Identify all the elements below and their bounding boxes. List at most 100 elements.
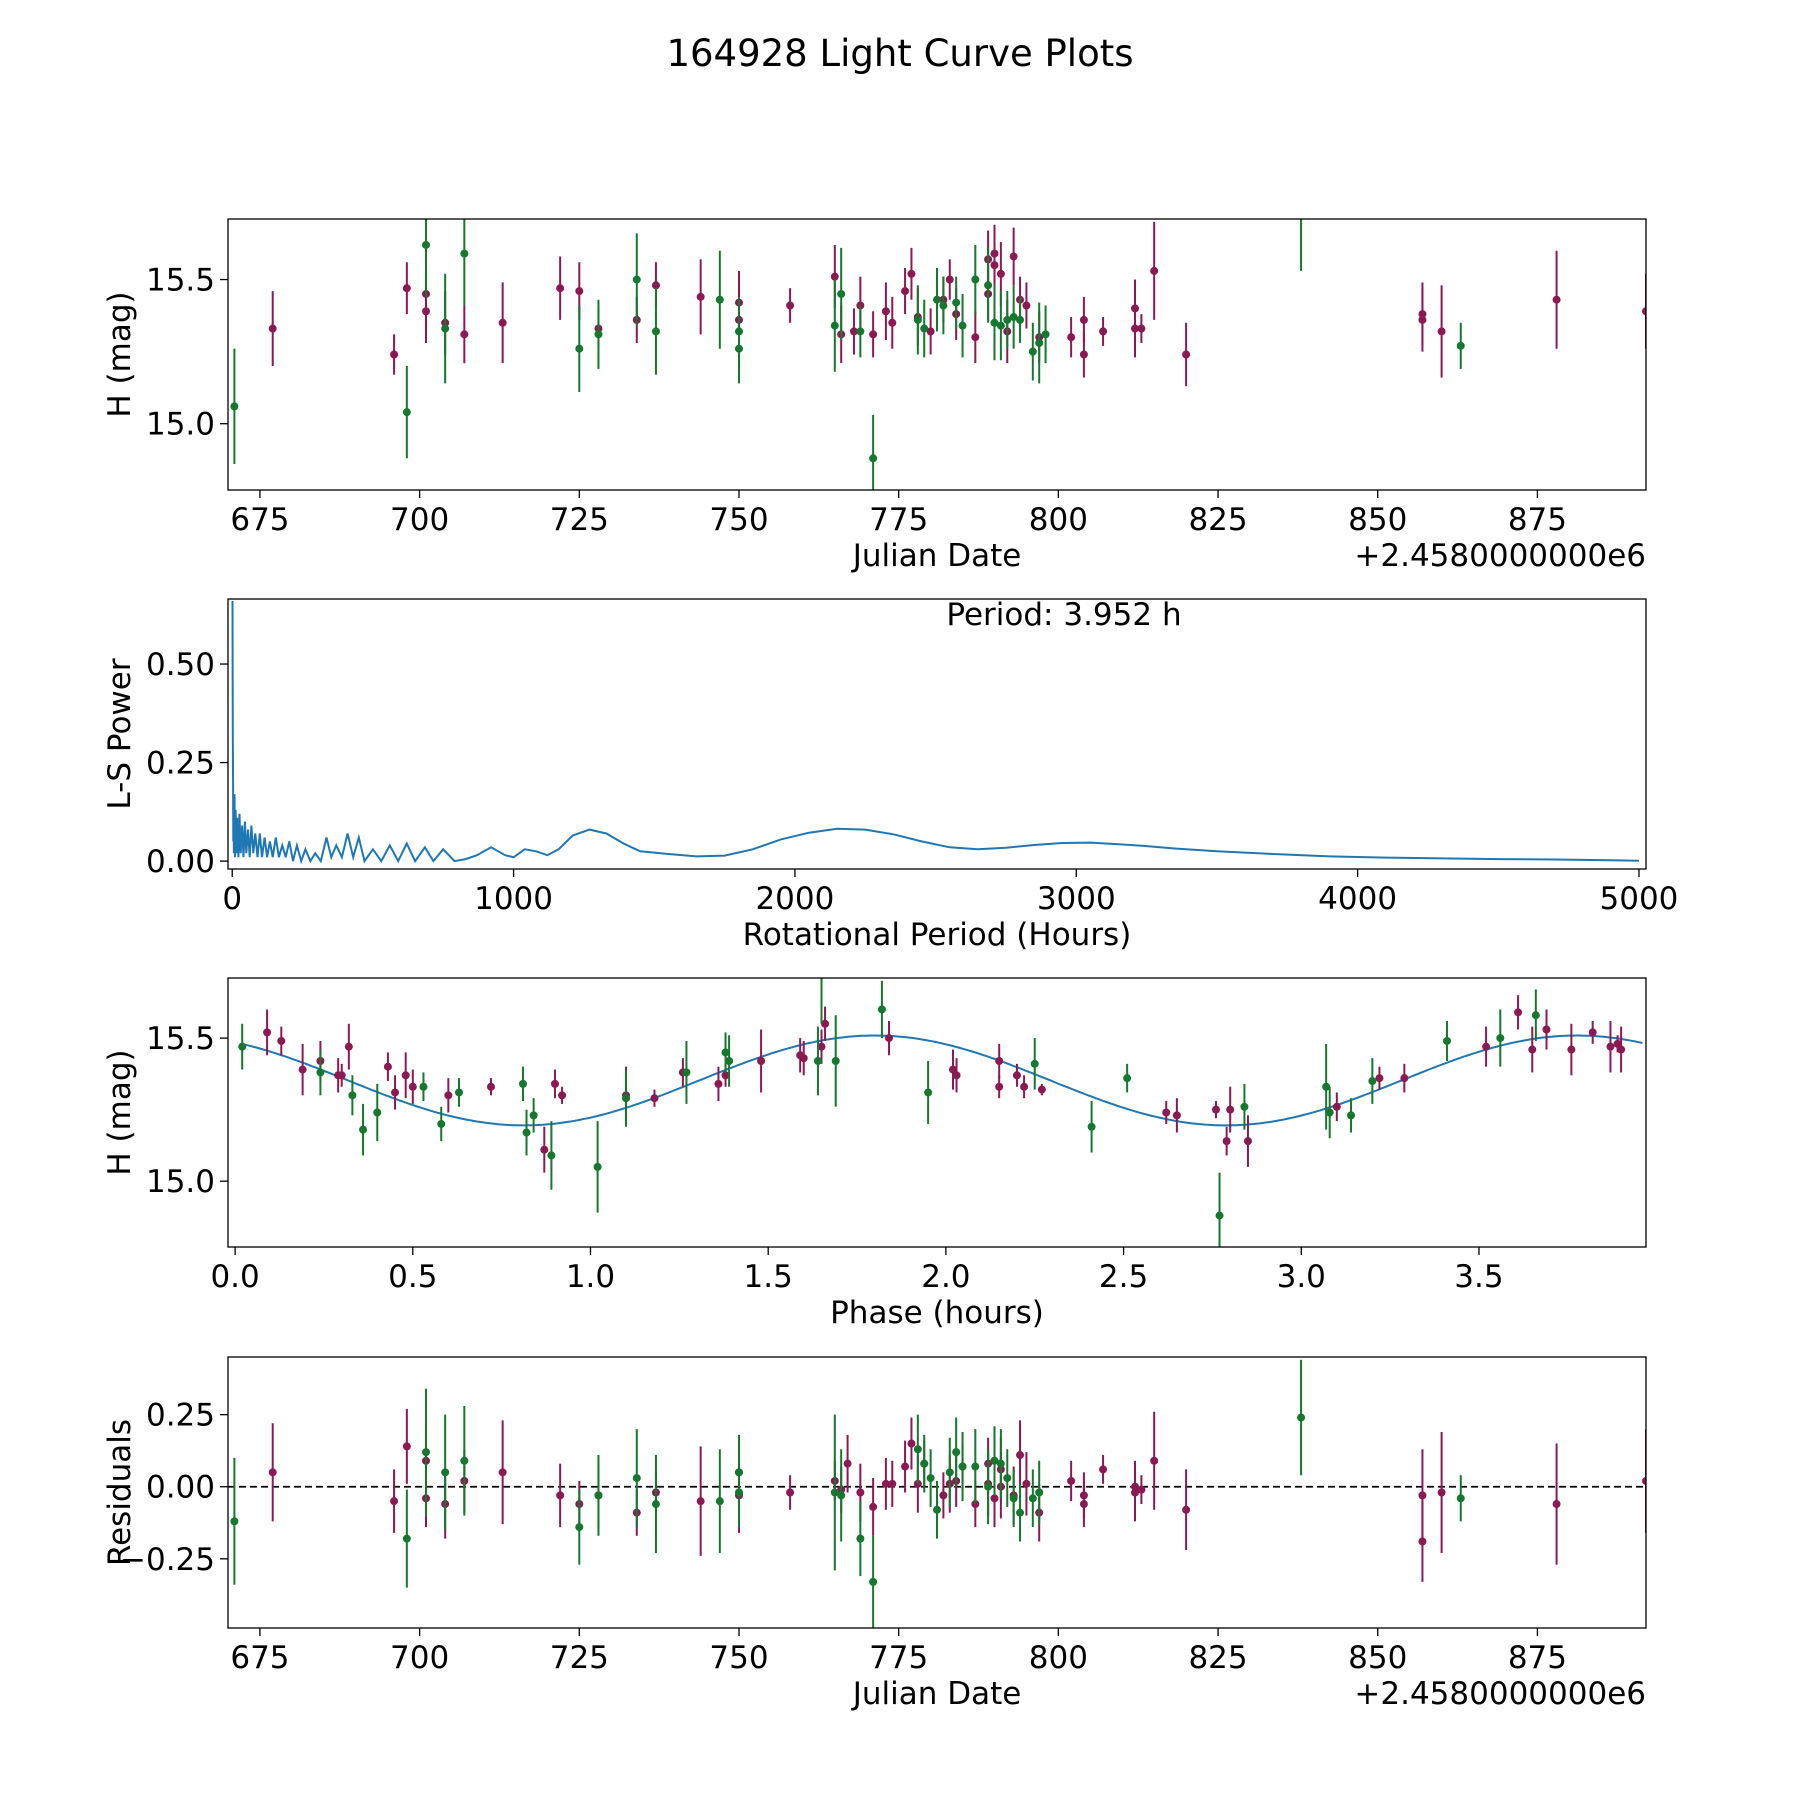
residuals-point-red (1437, 1431, 1446, 1554)
lightcurve-point-red (786, 288, 795, 323)
lightcurve-marker (460, 330, 469, 339)
phased-marker (1442, 1036, 1451, 1045)
residuals-point-red (869, 1478, 878, 1536)
residuals-marker (402, 1534, 411, 1543)
phased-point-green (1322, 1043, 1331, 1130)
residuals-marker (830, 1488, 839, 1497)
phased-frame (227, 977, 1647, 1248)
phased-xtick-label: 2.0 (921, 1259, 970, 1295)
phased-marker (344, 1042, 353, 1051)
phased-marker (1567, 1045, 1576, 1054)
phased-point-red (1020, 1075, 1029, 1099)
residuals-marker (856, 1488, 865, 1497)
phased-ytick-label: 15.5 (146, 1021, 215, 1057)
phased-marker (682, 1068, 691, 1077)
phased-point-green (1496, 1009, 1505, 1067)
residuals-point-green (715, 1449, 724, 1554)
lightcurve-point-red (971, 311, 980, 364)
lightcurve-marker (1067, 333, 1076, 342)
lightcurve-marker (1009, 252, 1018, 261)
phased-point-red (757, 1029, 766, 1093)
residuals-marker (1437, 1488, 1446, 1497)
residuals-marker (939, 1491, 948, 1500)
phased-point-red (486, 1078, 495, 1096)
residuals-point-red (881, 1457, 890, 1510)
lightcurve-point-red (460, 305, 469, 364)
lightcurve-marker (856, 327, 865, 336)
residuals-point-red (843, 1434, 852, 1493)
residuals-marker (402, 1442, 411, 1451)
lightcurve-point-green (1009, 285, 1018, 349)
phased-marker (622, 1094, 631, 1103)
residuals-point-green (734, 1457, 743, 1528)
residuals-xtick-label: 800 (1029, 1640, 1088, 1676)
lightcurve-point-red (907, 247, 916, 300)
lightcurve-point-green (958, 293, 967, 358)
phased-marker (714, 1079, 723, 1088)
phased-marker (813, 1056, 822, 1065)
phased-xtick-label: 3.5 (1454, 1259, 1503, 1295)
phased-marker (1172, 1111, 1181, 1120)
figure-title: 164928 Light Curve Plots (666, 32, 1133, 75)
residuals-marker (734, 1488, 743, 1497)
phased-marker (1162, 1108, 1171, 1117)
lightcurve-marker (786, 301, 795, 310)
lightcurve-marker (1003, 315, 1012, 324)
lightcurve-point-green (632, 233, 641, 326)
lightcurve-point-red (402, 262, 411, 315)
residuals-marker (1022, 1479, 1031, 1488)
residuals-point-green (230, 1457, 239, 1585)
lightcurve-xtick-label: 800 (1029, 502, 1088, 538)
residuals-point-red (888, 1460, 897, 1507)
phased-marks (238, 978, 1643, 1247)
phased-point-green (348, 1075, 357, 1116)
lightcurve-marker (575, 344, 584, 353)
lightcurve-point-green (933, 268, 941, 332)
lightcurve-xtick-label: 725 (550, 502, 609, 538)
residuals-point-red (1016, 1420, 1025, 1490)
periodogram-xtick-label: 1000 (474, 881, 553, 917)
lightcurve-marker (460, 249, 469, 258)
phased-marker (522, 1128, 531, 1137)
lightcurve-marker (830, 272, 839, 281)
residuals-point-green (869, 1535, 878, 1628)
phased-marker (817, 1042, 826, 1051)
lightcurve-point-green (939, 276, 948, 335)
lightcurve-point-green (996, 291, 1005, 361)
lightcurve-point-red (1022, 282, 1031, 329)
residuals-point-red (786, 1475, 795, 1510)
lightcurve-marker (849, 327, 858, 336)
phased-marker (831, 1056, 840, 1065)
residuals-marker (715, 1497, 724, 1506)
residuals-xtick-label: 725 (550, 1640, 609, 1676)
residuals-point-red (1418, 1501, 1427, 1582)
lightcurve-ytick-label: 15.5 (146, 263, 215, 299)
phased-point-green (682, 1040, 691, 1104)
residuals-marker (881, 1479, 890, 1488)
periodogram-xtick-label: 3000 (1037, 881, 1116, 917)
phased-marker (1087, 1122, 1096, 1131)
phased-marker (1496, 1034, 1505, 1043)
phased-point-red (337, 1063, 346, 1087)
lightcurve-xtick-label: 825 (1188, 502, 1247, 538)
lightcurve-point-red (881, 282, 890, 341)
phased-point-red (952, 1058, 961, 1093)
lightcurve-marks (230, 219, 1646, 490)
phased-point-red (1172, 1098, 1181, 1133)
phased-point-green (419, 1072, 428, 1102)
phased-marker (1588, 1028, 1597, 1037)
lightcurve-xtick-label: 675 (230, 502, 289, 538)
phased-marker (1400, 1074, 1409, 1083)
phased-marker (924, 1088, 933, 1097)
residuals-marker (1642, 1476, 1646, 1485)
residuals-point-red (1099, 1455, 1108, 1484)
residuals-marker (1009, 1494, 1018, 1503)
residuals-marker (1456, 1494, 1465, 1503)
lightcurve-marker (888, 318, 897, 327)
phased-point-red (550, 1069, 559, 1099)
phased-point-green (437, 1106, 446, 1142)
lightcurve-point-red (1182, 322, 1191, 387)
residuals-point-green (575, 1489, 584, 1565)
lightcurve-point-red (990, 224, 999, 283)
